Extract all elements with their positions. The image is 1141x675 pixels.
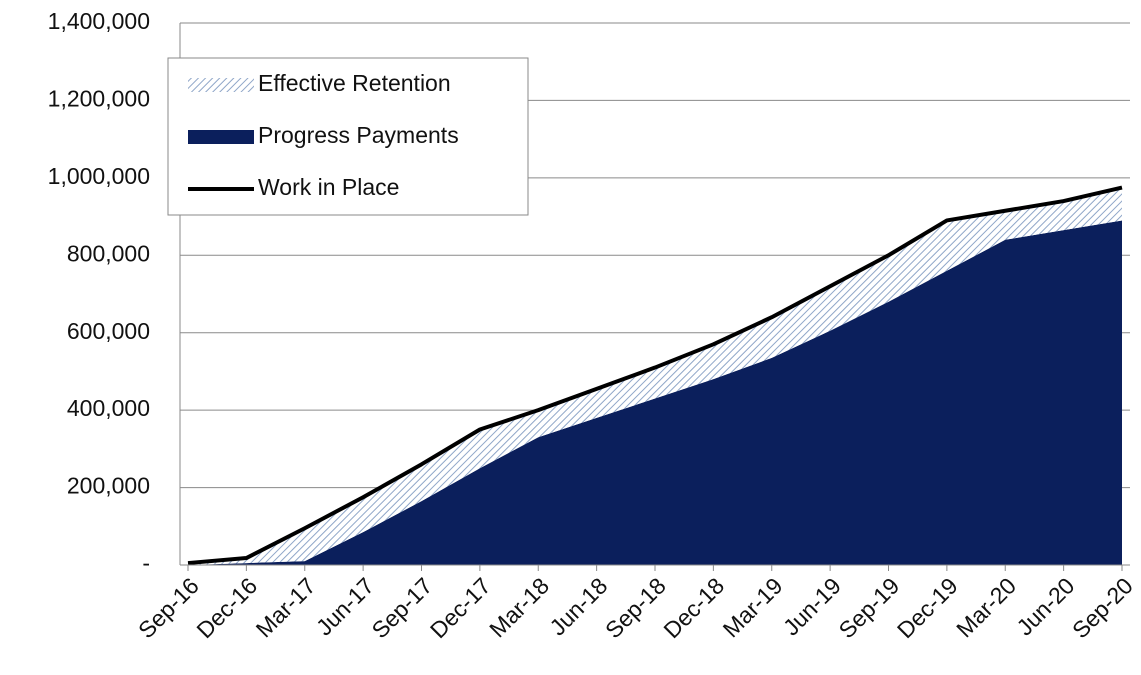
y-tick-label: 1,000,000 [48, 163, 150, 189]
x-tick-label: Mar-20 [951, 572, 1021, 642]
line [187, 185, 1123, 566]
y-tick-label: 800,000 [67, 240, 150, 266]
x-tick-label: Mar-18 [484, 572, 554, 642]
legend-label: Effective Retention [258, 70, 451, 96]
y-tick-label: 200,000 [67, 473, 150, 499]
x-tick-label: Jun-20 [1011, 572, 1079, 640]
y-tick-label: 600,000 [67, 318, 150, 344]
x-tick-label: Sep-20 [1067, 572, 1138, 643]
x-tick-label: Sep-19 [834, 572, 905, 643]
y-tick-label: 400,000 [67, 395, 150, 421]
y-tick-label: 1,400,000 [48, 8, 150, 34]
x-tick-label: Sep-17 [367, 572, 438, 643]
x-tick-label: Dec-17 [425, 572, 496, 643]
x-tick-label: Sep-16 [133, 572, 204, 643]
x-tick-label: Jun-19 [778, 572, 846, 640]
legend-label: Progress Payments [258, 122, 459, 148]
y-tick-label: - [142, 550, 150, 576]
area [188, 220, 1122, 565]
x-tick-label: Dec-16 [191, 572, 262, 643]
area [188, 187, 1122, 566]
x-tick-label: Dec-18 [658, 572, 729, 643]
x-tick-label: Mar-19 [718, 572, 788, 642]
x-tick-label: Sep-18 [600, 572, 671, 643]
x-tick-label: Jun-18 [544, 572, 612, 640]
legend: Effective Retention Progress Payments Work… [167, 57, 529, 216]
legend-swatch [188, 130, 254, 144]
x-tick-label: Mar-17 [251, 572, 321, 642]
legend-swatch [188, 78, 254, 92]
legend-label: Work in Place [258, 174, 399, 200]
areas [187, 185, 1123, 566]
x-tick-label: Dec-19 [892, 572, 963, 643]
x-tick-label: Jun-17 [311, 572, 379, 640]
y-tick-label: 1,200,000 [48, 86, 150, 112]
